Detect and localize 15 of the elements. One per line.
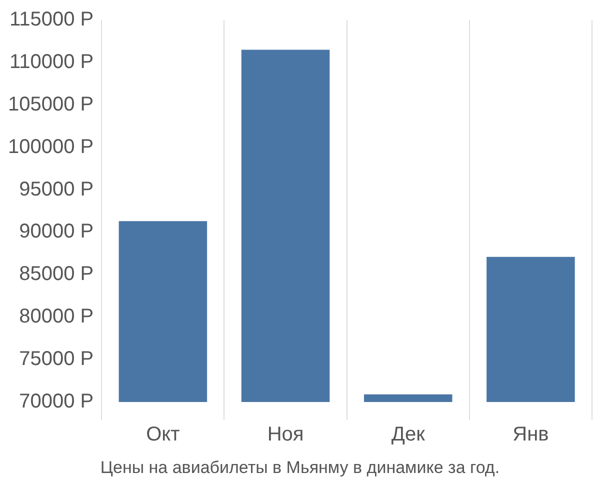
text: Цены на авиабилеты в Мьянму в динамике за год. — [99, 458, 501, 478]
y-tick-label: 70000 Р — [19, 390, 94, 413]
x-tick-label: Ноя — [267, 424, 304, 446]
y-tick-label: 115000 Р — [9, 8, 94, 31]
x-tick-label: Окт — [146, 424, 180, 446]
y-tick-label: 105000 Р — [8, 93, 94, 116]
y-tick-label: 80000 Р — [19, 306, 94, 328]
y-tick-label: 85000 Р — [19, 263, 94, 286]
x-tick-label: Дек — [391, 424, 426, 446]
y-tick-label: 110000 Р — [9, 50, 94, 73]
y-tick-label: 100000 Р — [8, 136, 94, 158]
y-tick-label: 95000 Р — [19, 178, 94, 200]
y-tick-label: 75000 Р — [19, 348, 94, 370]
y-tick-label: 90000 Р — [19, 220, 94, 243]
x-tick-label: Янв — [512, 424, 549, 446]
